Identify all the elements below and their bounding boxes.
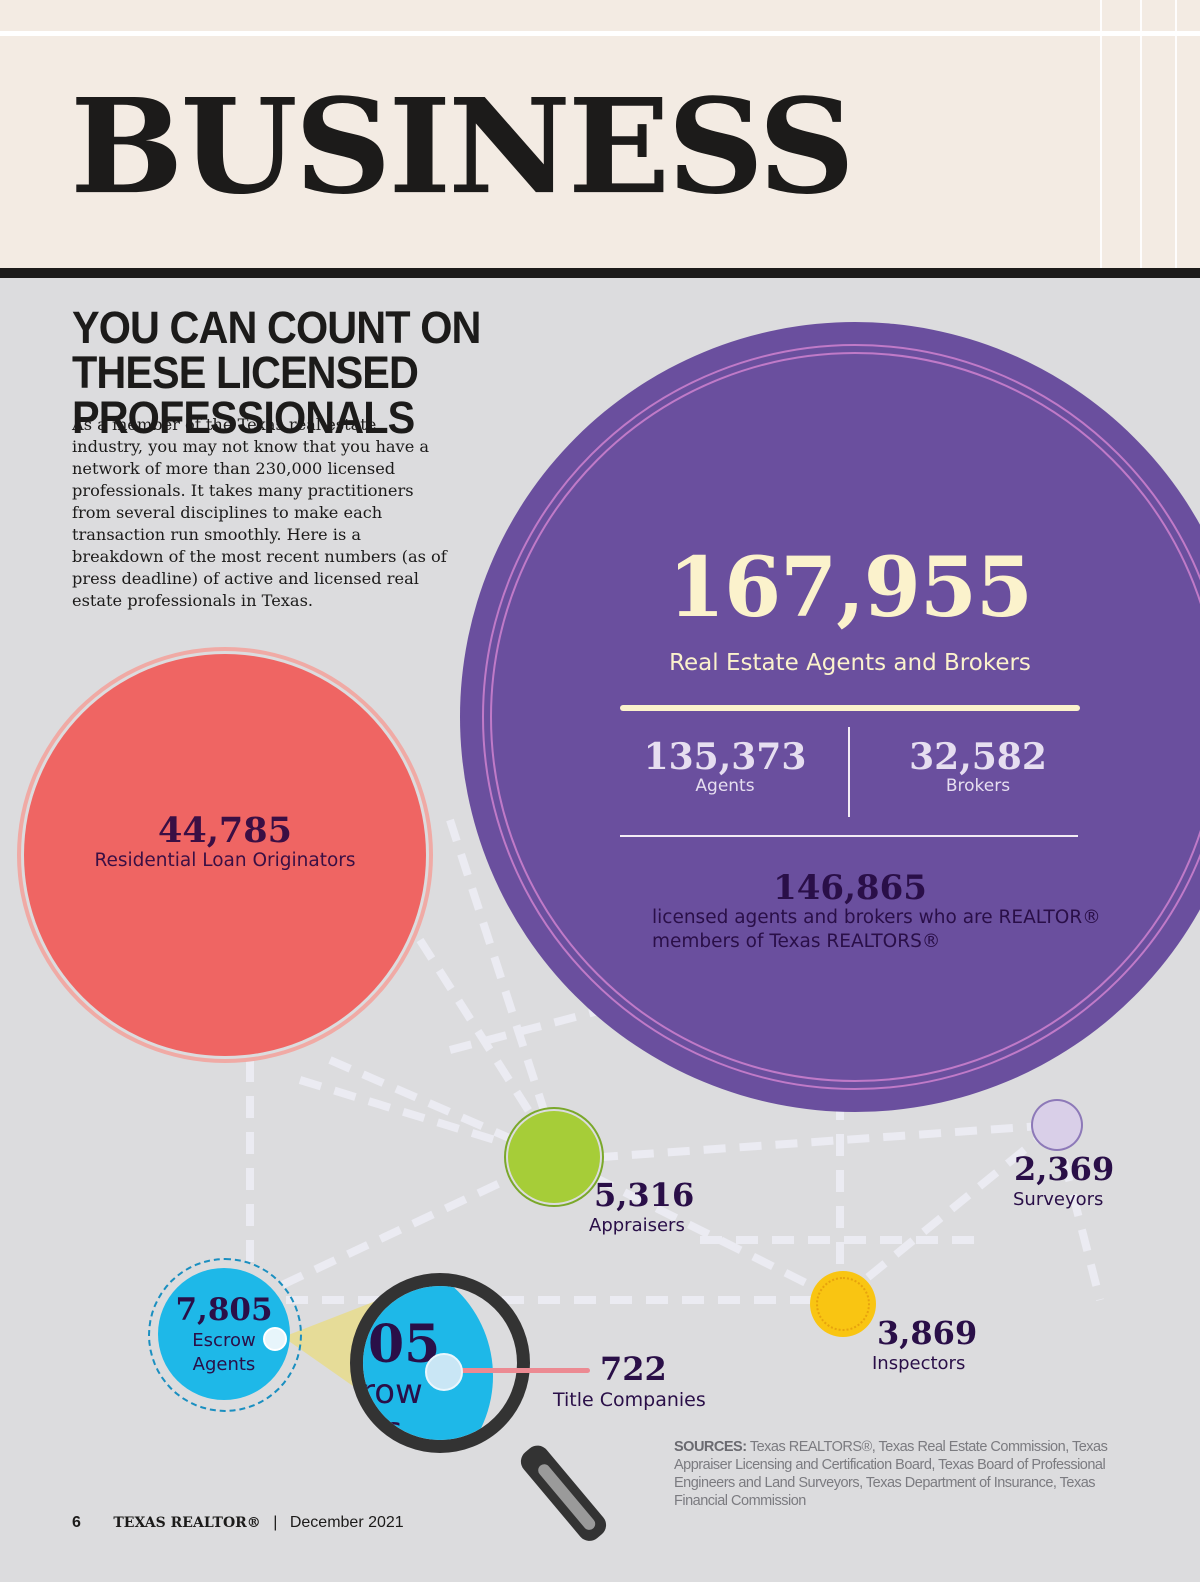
surveyors-count: 2,369	[1014, 1150, 1115, 1188]
agents-circle-ring	[482, 344, 1200, 1090]
inspectors-label: Inspectors	[872, 1353, 966, 1374]
realtor-members-count: 146,865	[773, 868, 927, 908]
inspectors-count: 3,869	[877, 1314, 978, 1352]
agents-label: Agents	[695, 776, 755, 796]
header-bottom-rule	[0, 268, 1200, 278]
escrow-agents-count: 7,805	[175, 1292, 273, 1328]
brokers-label: Brokers	[945, 776, 1011, 796]
section-title: BUSINESS	[70, 70, 855, 224]
loan-originators-circle	[24, 654, 426, 1056]
header-rule	[1175, 0, 1177, 268]
appraisers-count: 5,316	[594, 1176, 695, 1214]
inspectors-circle	[810, 1271, 876, 1337]
page-footer: 6 TEXAS REALTOR® | December 2021	[72, 1514, 404, 1532]
divider	[620, 835, 1078, 837]
surveyors-label: Surveyors	[1013, 1189, 1104, 1210]
realtor-members-label: licensed agents and brokers who are REAL…	[652, 907, 1101, 952]
surveyors-circle	[1033, 1101, 1081, 1149]
appraisers-circle	[508, 1111, 600, 1203]
loan-originators-count: 44,785	[158, 810, 292, 851]
header-divider	[0, 31, 1200, 36]
magnified-label-line2: ts	[371, 1410, 403, 1450]
issue-date: December 2021	[289, 1514, 404, 1531]
title-companies-count: 722	[600, 1350, 667, 1388]
header-band	[0, 0, 1200, 268]
magnifying-glass-icon: 05 row ts	[350, 1273, 530, 1453]
sources-heading: SOURCES:	[674, 1439, 747, 1455]
title-companies-pointer	[440, 1368, 590, 1373]
agents-brokers-label: Real Estate Agents and Brokers	[669, 650, 1031, 676]
sources-text: Texas REALTORS®, Texas Real Estate Commi…	[674, 1439, 1108, 1509]
page-number: 6	[72, 1514, 81, 1531]
footer-separator: |	[273, 1514, 278, 1531]
title-companies-label: Title Companies	[553, 1389, 706, 1411]
agents-brokers-total: 167,955	[668, 540, 1033, 636]
brokers-count: 32,582	[909, 736, 1047, 778]
header-rule	[1100, 0, 1102, 268]
divider	[848, 727, 850, 817]
magnifier-focus-dot	[263, 1327, 287, 1351]
escrow-agents-label-line2: Agents	[192, 1354, 256, 1375]
title-companies-dot	[425, 1353, 463, 1391]
intro-paragraph: As a member of the Texas real estate ind…	[72, 415, 447, 610]
loan-originators-label: Residential Loan Originators	[94, 850, 356, 871]
sources-note: SOURCES: Texas REALTORS®, Texas Real Est…	[674, 1438, 1124, 1510]
inspectors-circle-dots	[816, 1277, 870, 1331]
headline: YOU CAN COUNT ON THESE LICENSED PROFESSI…	[72, 302, 481, 443]
agents-circle-ring	[490, 352, 1200, 1082]
escrow-agents-label-line1: Escrow	[192, 1330, 256, 1351]
divider	[620, 705, 1080, 711]
header-rule	[1140, 0, 1142, 268]
escrow-circle-dashed-ring	[148, 1258, 302, 1412]
appraisers-label: Appraisers	[589, 1215, 685, 1236]
magnified-label-line1: row	[361, 1372, 423, 1412]
magazine-name: TEXAS REALTOR®	[113, 1515, 261, 1531]
agents-count: 135,373	[643, 736, 807, 778]
